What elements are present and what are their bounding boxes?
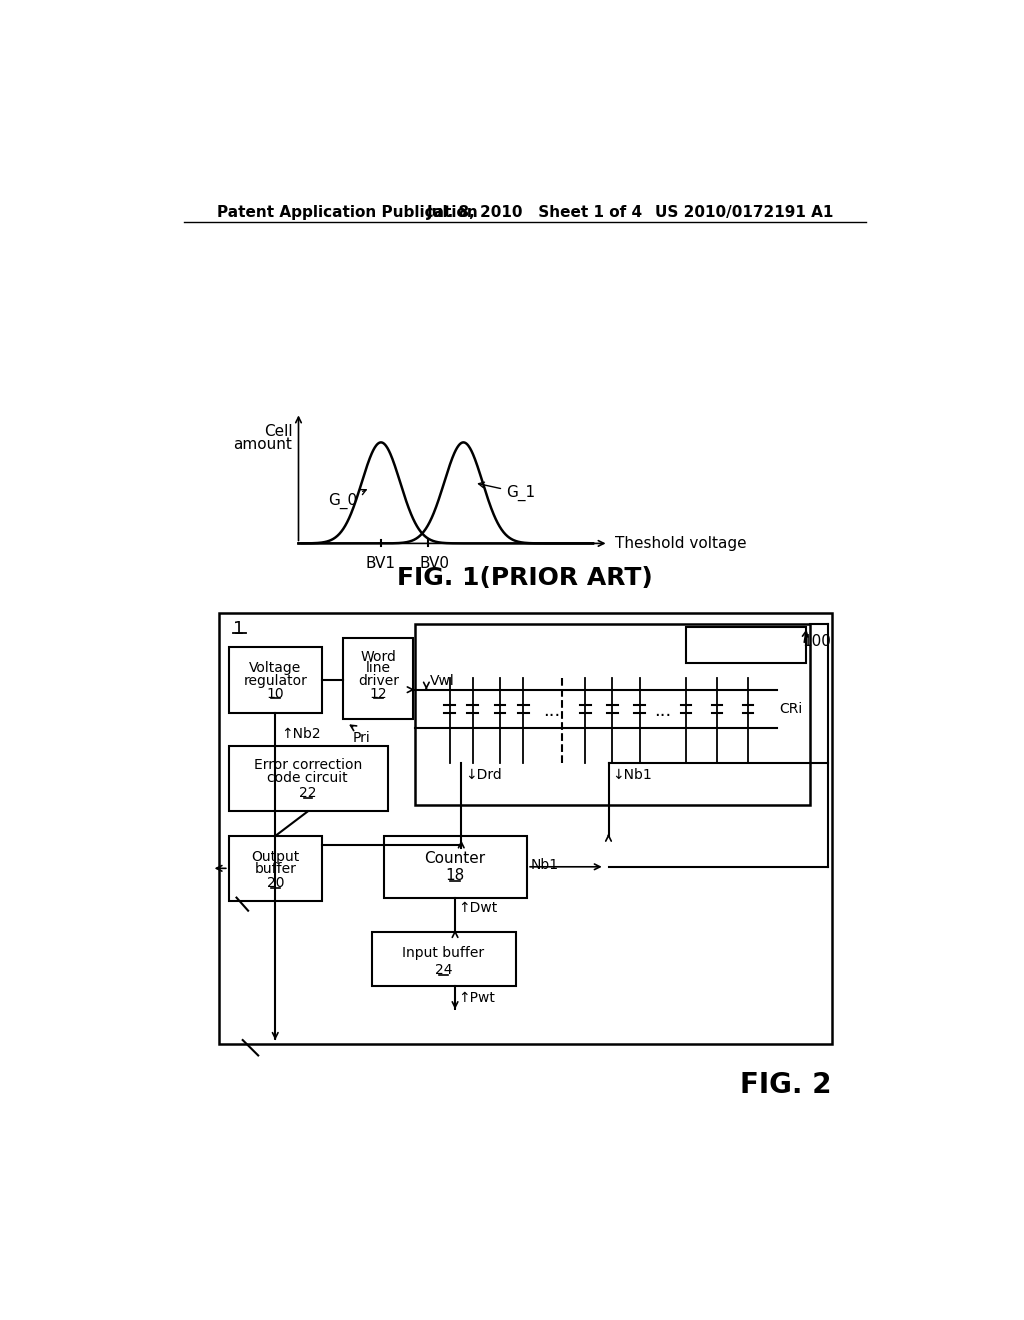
Text: regulator: regulator <box>244 673 307 688</box>
Bar <box>228 647 322 713</box>
Text: ↑Pwt: ↑Pwt <box>458 991 495 1005</box>
Bar <box>415 624 810 805</box>
Text: Jul. 8, 2010   Sheet 1 of 4: Jul. 8, 2010 Sheet 1 of 4 <box>426 205 642 219</box>
Bar <box>228 746 388 812</box>
Text: 18: 18 <box>445 869 465 883</box>
Text: Counter: Counter <box>425 851 485 866</box>
Text: FIG. 1(PRIOR ART): FIG. 1(PRIOR ART) <box>397 566 652 590</box>
Bar <box>384 836 527 898</box>
Text: Word: Word <box>360 649 396 664</box>
Text: 100: 100 <box>802 635 831 649</box>
Text: ...: ... <box>654 702 672 721</box>
Text: Voltage: Voltage <box>249 661 301 676</box>
Text: line: line <box>366 661 391 676</box>
Bar <box>343 638 414 719</box>
Text: ...: ... <box>544 702 560 721</box>
Text: 22: 22 <box>299 785 316 800</box>
Text: driver: driver <box>357 673 398 688</box>
Text: 10: 10 <box>266 688 284 701</box>
Text: ↑Nb2: ↑Nb2 <box>282 726 322 741</box>
Text: BV0: BV0 <box>420 556 450 570</box>
Text: buffer: buffer <box>254 862 296 876</box>
Text: G_0: G_0 <box>329 490 367 510</box>
Text: BV1: BV1 <box>366 556 396 570</box>
Text: code circuit: code circuit <box>267 771 348 785</box>
Text: 1: 1 <box>232 620 244 639</box>
Bar <box>686 627 806 663</box>
Text: Output: Output <box>251 850 299 863</box>
Text: Pri: Pri <box>352 731 371 746</box>
Text: 12: 12 <box>370 686 387 701</box>
Text: Theshold voltage: Theshold voltage <box>614 536 746 550</box>
Text: ↓Drd: ↓Drd <box>465 767 502 781</box>
Text: 20: 20 <box>266 876 284 890</box>
Text: ↓Nb1: ↓Nb1 <box>612 767 652 781</box>
Bar <box>219 612 831 1044</box>
Text: ↑Dwt: ↑Dwt <box>458 900 498 915</box>
Text: Input buffer: Input buffer <box>402 946 484 960</box>
Text: G_1: G_1 <box>478 482 536 502</box>
Bar <box>372 932 515 986</box>
Text: Vwl: Vwl <box>430 675 455 688</box>
Bar <box>228 836 322 902</box>
Text: Cell: Cell <box>263 424 292 440</box>
Text: 24: 24 <box>434 964 453 977</box>
Text: CRi: CRi <box>779 702 802 715</box>
Text: Nb1: Nb1 <box>531 858 559 871</box>
Text: amount: amount <box>233 437 292 453</box>
Text: Patent Application Publication: Patent Application Publication <box>217 205 478 219</box>
Text: US 2010/0172191 A1: US 2010/0172191 A1 <box>655 205 834 219</box>
Text: Error correction: Error correction <box>254 758 361 772</box>
Text: FIG. 2: FIG. 2 <box>740 1071 831 1098</box>
